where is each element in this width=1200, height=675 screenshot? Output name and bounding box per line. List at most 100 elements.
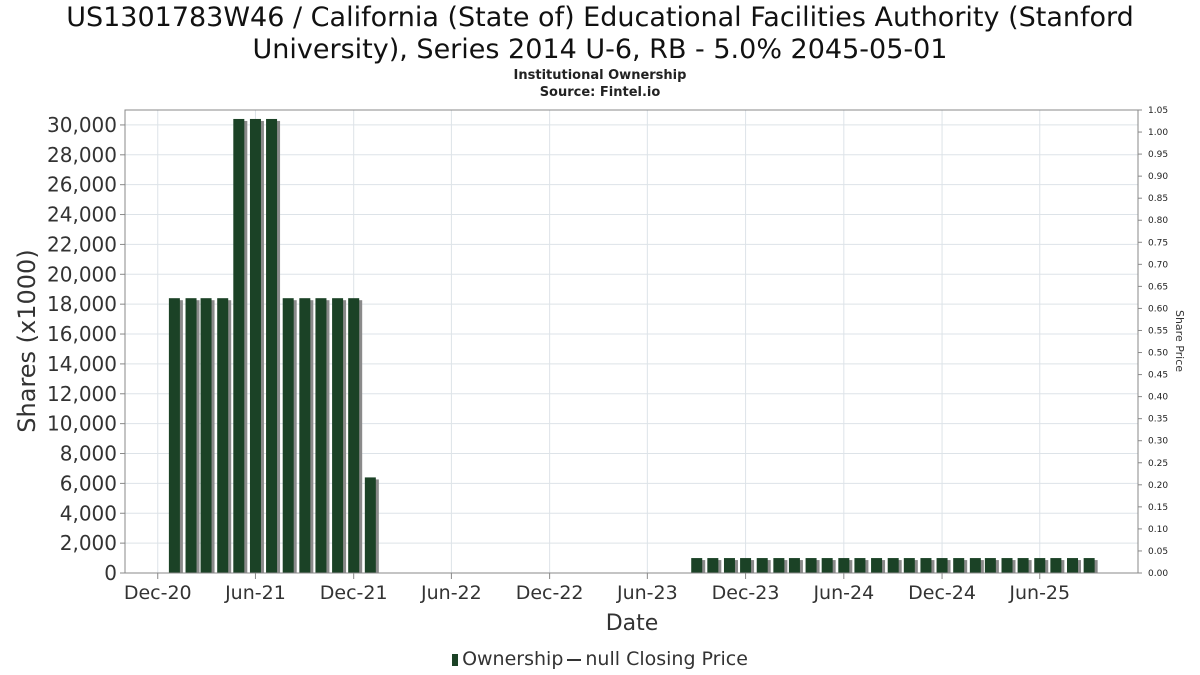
price-legend-label: null Closing Price	[585, 648, 748, 670]
y-right-tick-label: 0.95	[1148, 150, 1168, 160]
ownership-bar	[1034, 558, 1046, 573]
y-right-tick-label: 0.25	[1148, 459, 1168, 469]
ownership-bar	[168, 298, 180, 573]
y-right-tick-label: 0.75	[1148, 238, 1168, 248]
y-right-tick-label: 0.90	[1148, 172, 1168, 182]
y-tick-label: 0	[104, 561, 117, 585]
ownership-bar	[200, 298, 212, 573]
y-tick-label: 24,000	[47, 203, 117, 227]
y-right-tick-label: 0.10	[1148, 525, 1168, 535]
ownership-bar	[821, 558, 833, 573]
ownership-chart: 0 2,000 4,000 6,000 8,000 10,000 12,000 14,000 1…	[13, 106, 1186, 636]
y-right-tick-label: 1.05	[1148, 106, 1168, 116]
y-right-tick-label: 0.40	[1148, 393, 1168, 403]
ownership-bar	[1017, 558, 1029, 573]
ownership-bar	[903, 558, 915, 573]
y-axis-label: Shares (x1000)	[13, 249, 41, 432]
ownership-bar	[233, 118, 245, 573]
ownership-bar	[185, 298, 197, 573]
ownership-bar	[1001, 558, 1013, 573]
y-tick-label: 28,000	[47, 143, 117, 167]
ownership-bar	[282, 298, 294, 573]
y-axis-right: 0.00 0.05 0.10 0.15 0.20 0.25 0.30 0.35 0.40 0.45…	[1138, 106, 1168, 579]
y-tick-label: 18,000	[47, 292, 117, 316]
x-tick-label: Jun-23	[616, 582, 678, 604]
y-right-tick-label: 0.65	[1148, 282, 1168, 292]
y-tick-label: 20,000	[47, 262, 117, 286]
ownership-bar	[805, 558, 817, 573]
y-right-tick-label: 0.80	[1148, 216, 1168, 226]
x-tick-label: Jun-22	[420, 582, 482, 604]
ownership-bar	[773, 558, 785, 573]
y-tick-label: 30,000	[47, 113, 117, 137]
y-tick-label: 26,000	[47, 173, 117, 197]
y-tick-label: 12,000	[47, 382, 117, 406]
ownership-bar	[953, 558, 965, 573]
y-tick-label: 22,000	[47, 232, 117, 256]
y-axis-right-label: Share Price	[1173, 310, 1186, 372]
y-right-tick-label: 0.00	[1148, 569, 1168, 579]
ownership-bar	[984, 558, 996, 573]
ownership-bar	[854, 558, 866, 573]
y-right-tick-label: 0.85	[1148, 194, 1168, 204]
ownership-bar	[266, 118, 278, 573]
ownership-bar	[936, 558, 948, 573]
y-right-tick-label: 0.55	[1148, 326, 1168, 336]
ownership-legend-label: Ownership	[462, 648, 564, 670]
x-tick-label: Dec-24	[908, 582, 976, 604]
ownership-bar	[364, 477, 376, 573]
ownership-bar	[788, 558, 800, 573]
ownership-bar	[920, 558, 932, 573]
ownership-bar	[707, 558, 719, 573]
ownership-bar	[871, 558, 883, 573]
ownership-bar	[332, 298, 344, 573]
x-tick-label: Dec-21	[320, 582, 388, 604]
x-tick-label: Jun-21	[224, 582, 286, 604]
plot-frame	[124, 109, 1139, 574]
ownership-bar	[217, 298, 229, 573]
y-right-tick-label: 0.70	[1148, 260, 1168, 270]
y-right-tick-label: 0.60	[1148, 304, 1168, 314]
ownership-bar	[969, 558, 981, 573]
y-tick-label: 6,000	[60, 471, 117, 495]
price-legend-swatch	[567, 658, 582, 661]
ownership-bar	[1083, 558, 1095, 573]
ownership-legend-swatch	[452, 653, 459, 666]
y-tick-label: 4,000	[60, 501, 117, 525]
y-tick-label: 16,000	[47, 322, 117, 346]
ownership-bar	[691, 558, 703, 573]
y-right-tick-label: 0.20	[1148, 481, 1168, 491]
y-tick-label: 14,000	[47, 352, 117, 376]
chart-subtitle: Institutional Ownership	[513, 68, 687, 83]
ownership-bar	[348, 298, 360, 573]
x-tick-label: Jun-25	[1008, 582, 1070, 604]
ownership-bar	[838, 558, 850, 573]
chart-title-line2: University), Series 2014 U-6, RB - 5.0% …	[252, 34, 948, 65]
ownership-bar	[299, 298, 311, 573]
x-tick-label: Dec-20	[124, 582, 192, 604]
ownership-bar	[740, 558, 752, 573]
ownership-bar	[1050, 558, 1062, 573]
ownership-bar	[249, 118, 261, 573]
ownership-bar	[723, 558, 735, 573]
y-right-tick-label: 0.45	[1148, 371, 1168, 381]
y-axis-left: 0 2,000 4,000 6,000 8,000 10,000 12,000 14,000 1…	[47, 113, 125, 585]
y-right-tick-label: 0.15	[1148, 503, 1168, 513]
legend: Ownership null Closing Price	[0, 648, 1200, 670]
y-right-tick-label: 0.35	[1148, 415, 1168, 425]
x-tick-label: Dec-22	[516, 582, 584, 604]
y-right-tick-label: 0.05	[1148, 547, 1168, 557]
y-tick-label: 10,000	[47, 412, 117, 436]
chart-title: US1301783W46 / California (State of) Edu…	[0, 2, 1200, 66]
x-axis: Dec-20 Jun-21 Dec-21 Jun-22 Dec-22 Jun-23 Dec-…	[124, 573, 1070, 604]
ownership-bar	[1067, 558, 1079, 573]
ownership-bar	[756, 558, 768, 573]
y-tick-label: 8,000	[60, 442, 117, 466]
x-tick-label: Dec-23	[712, 582, 780, 604]
x-tick-label: Jun-24	[812, 582, 874, 604]
bar-series	[168, 118, 1098, 573]
y-right-tick-label: 1.00	[1148, 128, 1168, 138]
chart-source: Source: Fintel.io	[539, 85, 661, 100]
y-right-tick-label: 0.50	[1148, 349, 1168, 359]
y-right-tick-label: 0.30	[1148, 437, 1168, 447]
